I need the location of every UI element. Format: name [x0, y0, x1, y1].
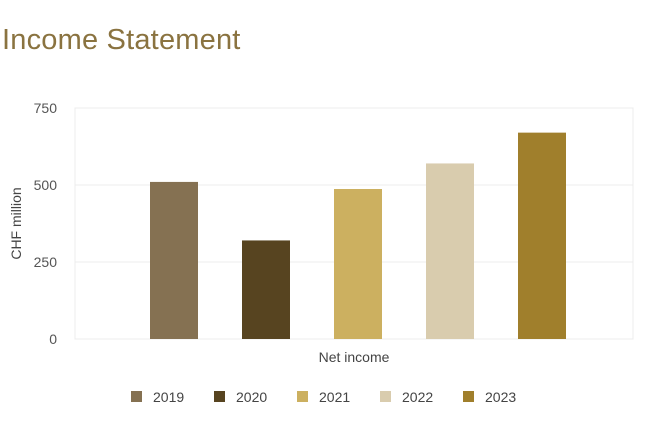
- legend-label-2023: 2023: [485, 389, 516, 405]
- bar-2019: [150, 181, 198, 339]
- legend-swatch-2022: [380, 391, 391, 402]
- bar-2023: [518, 132, 566, 339]
- legend: 2019 2020 2021 2022 2023: [131, 389, 516, 405]
- bars: [150, 132, 566, 339]
- y-tick-label: 500: [34, 177, 58, 193]
- legend-swatch-2021: [297, 391, 308, 402]
- legend-label-2021: 2021: [319, 389, 350, 405]
- x-axis-label: Net income: [319, 349, 390, 365]
- y-tick-label: 750: [34, 100, 58, 116]
- legend-swatch-2019: [131, 391, 142, 402]
- y-axis-ticks: 0 250 500 750: [34, 100, 58, 347]
- legend-label-2022: 2022: [402, 389, 433, 405]
- legend-label-2020: 2020: [236, 389, 267, 405]
- page-title: Income Statement: [2, 24, 241, 56]
- bar-2020: [242, 240, 290, 339]
- legend-label-2019: 2019: [153, 389, 184, 405]
- y-tick-label: 0: [49, 331, 57, 347]
- bar-2021: [334, 189, 382, 339]
- y-tick-label: 250: [34, 254, 58, 270]
- legend-swatch-2023: [463, 391, 474, 402]
- legend-swatch-2020: [214, 391, 225, 402]
- bar-2022: [426, 163, 474, 339]
- y-axis-label: CHF million: [8, 187, 24, 259]
